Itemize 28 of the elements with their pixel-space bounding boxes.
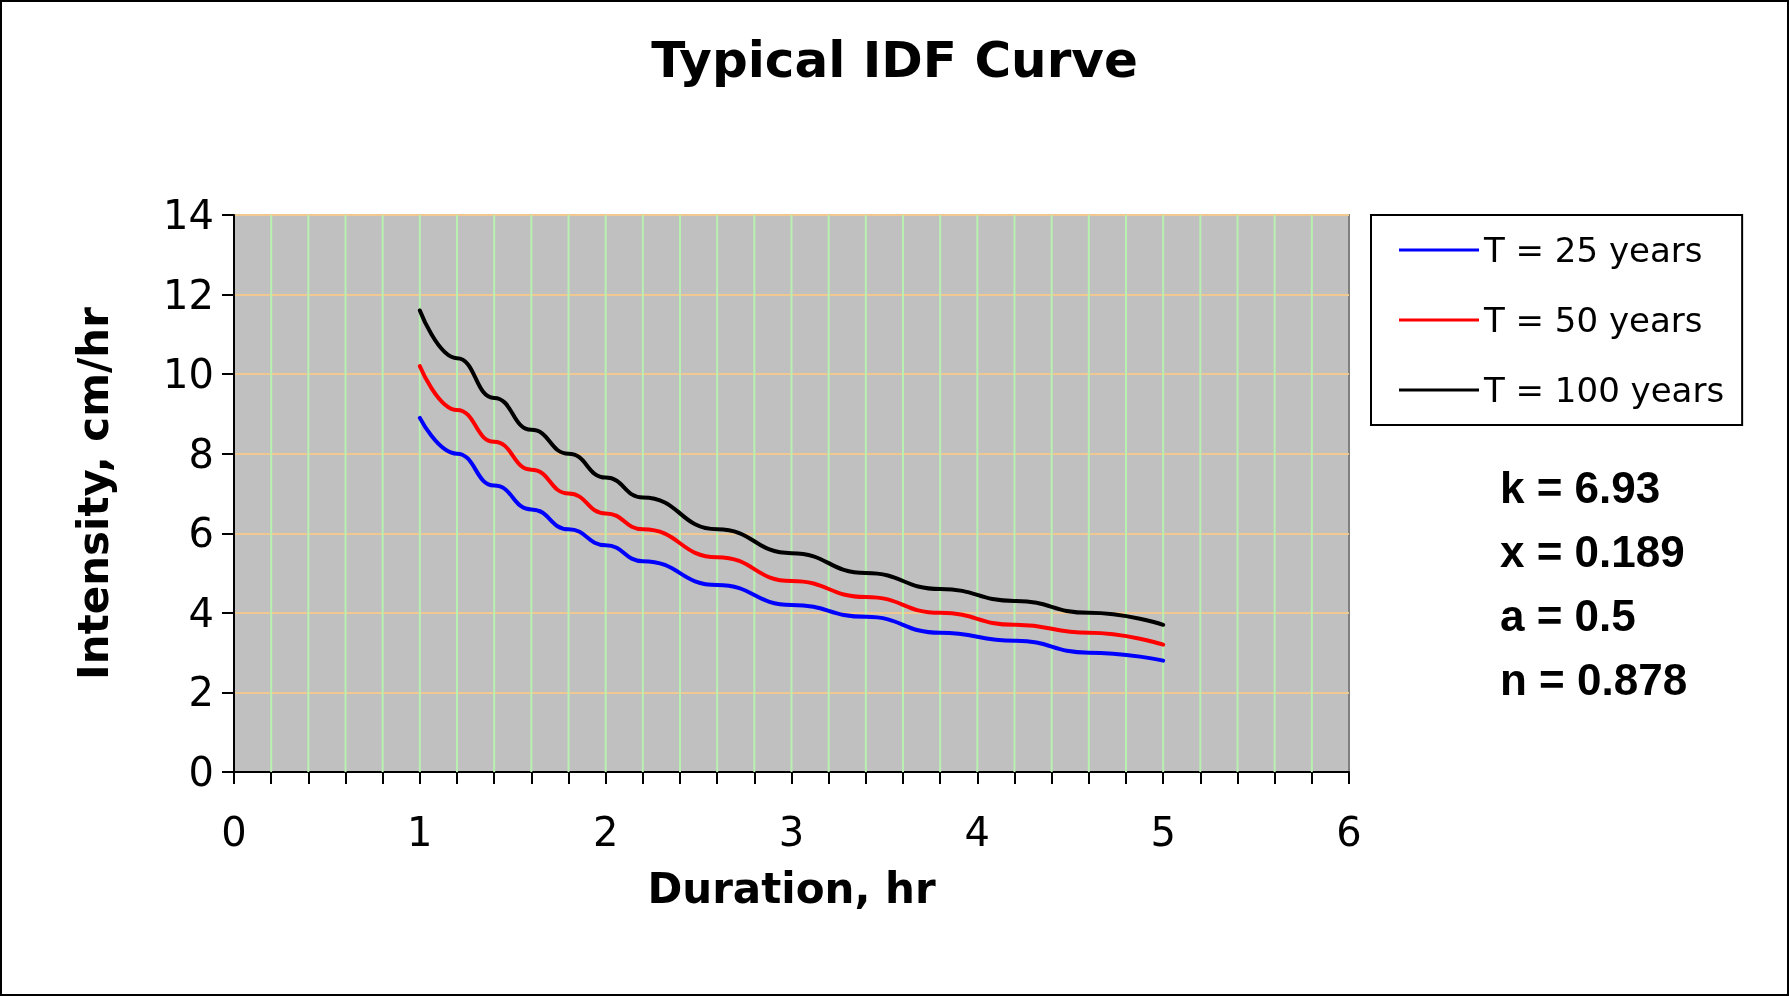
text: x = 0.189 — [1500, 526, 1685, 576]
y-tick-label: 6 — [188, 510, 214, 557]
legend-label: T = 100 years — [1483, 370, 1725, 410]
y-tick-label: 2 — [188, 669, 214, 716]
x-axis-title: Duration, hr — [647, 863, 936, 913]
x-tick-label: 1 — [407, 809, 433, 855]
legend-label: T = 50 years — [1483, 300, 1703, 340]
text: a = 0.5 — [1500, 590, 1636, 640]
y-tick-label: 4 — [188, 589, 214, 636]
x-tick-label: 6 — [1336, 809, 1362, 855]
y-tick-label: 8 — [188, 430, 214, 477]
x-tick-label: 0 — [221, 809, 247, 855]
y-tick-label: 10 — [163, 351, 214, 398]
y-tick-label: 0 — [188, 749, 214, 795]
line-series — [417, 415, 1166, 663]
x-tick-label: 2 — [592, 809, 619, 855]
x-tick-label: 3 — [778, 809, 805, 855]
text: n = 0.878 — [1500, 654, 1688, 704]
y-axis-title: Intensity, cm/hr — [68, 306, 118, 680]
y-tick-label: 14 — [163, 192, 214, 238]
y-tick-label: 12 — [163, 271, 214, 318]
text: k = 6.93 — [1500, 462, 1661, 512]
line-series — [417, 364, 1166, 647]
x-tick-label: 5 — [1150, 809, 1176, 855]
legend-label: T = 25 years — [1483, 230, 1703, 270]
chart-title: Typical IDF Curve — [651, 31, 1138, 89]
x-tick-label: 4 — [964, 809, 991, 855]
line-series — [417, 308, 1166, 627]
